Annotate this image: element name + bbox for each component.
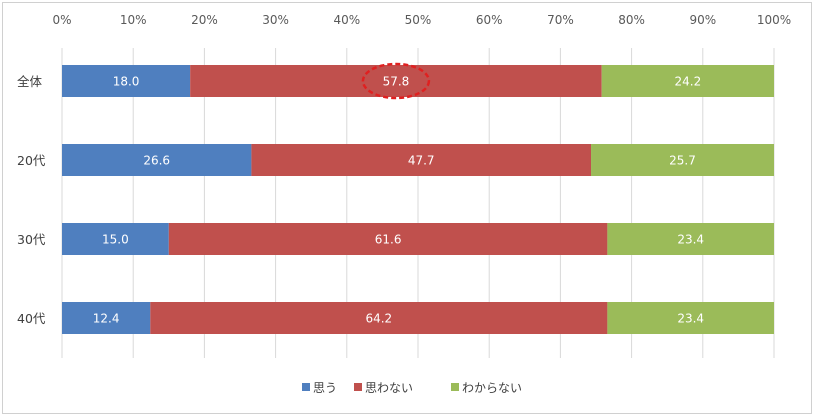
- bar-segment: [591, 144, 774, 176]
- data-label: 26.6: [143, 154, 170, 168]
- data-label: 57.8: [383, 75, 410, 89]
- data-label: 23.4: [677, 312, 704, 326]
- legend: 思う 思わない わからない: [302, 381, 522, 395]
- x-tick-label: 0%: [52, 13, 71, 27]
- x-tick-label: 100%: [757, 13, 791, 27]
- legend-swatch: [354, 383, 362, 391]
- x-tick-label: 50%: [405, 13, 432, 27]
- highlight-annotation: [361, 62, 431, 100]
- x-tick-label: 60%: [476, 13, 503, 27]
- legend-label: 思う: [313, 381, 337, 395]
- category-label: 30代: [17, 232, 46, 247]
- data-label: 12.4: [93, 312, 120, 326]
- bars: [62, 65, 774, 334]
- data-label: 61.6: [375, 233, 402, 247]
- data-labels: 18.0 57.8 24.2 26.6 47.7 25.7 15.0 61.6 23.4 12.4…: [93, 75, 704, 326]
- x-tick-label: 10%: [120, 13, 147, 27]
- data-label: 64.2: [365, 312, 392, 326]
- legend-swatch: [451, 383, 459, 391]
- bar-segment: [607, 223, 774, 255]
- x-tick-label: 40%: [333, 13, 360, 27]
- bar-segment: [168, 223, 608, 255]
- category-label: 全体: [17, 74, 43, 89]
- bar-segment: [150, 302, 608, 334]
- highlight-ellipse: [361, 62, 431, 100]
- bar-segment: [62, 65, 191, 97]
- x-tick-label: 20%: [191, 13, 218, 27]
- category-label: 20代: [17, 153, 46, 168]
- bar-segment: [607, 302, 774, 334]
- legend-swatch: [302, 383, 310, 391]
- bar-segment: [601, 65, 774, 97]
- bar-segment: [62, 302, 151, 334]
- y-axis-categories: 全体 20代 30代 40代: [17, 74, 46, 326]
- bar-segment: [190, 65, 602, 97]
- data-label: 24.2: [674, 75, 701, 89]
- category-label: 40代: [17, 311, 46, 326]
- bar-segment: [62, 144, 252, 176]
- data-label: 25.7: [669, 154, 696, 168]
- x-tick-label: 30%: [262, 13, 289, 27]
- x-axis-ticks: 0% 10% 20% 30% 40% 50% 60% 70% 80% 90% 100%: [52, 13, 791, 27]
- legend-label: わからない: [462, 381, 522, 395]
- bar-segment: [62, 223, 169, 255]
- x-tick-label: 90%: [689, 13, 716, 27]
- bar-segment: [251, 144, 592, 176]
- data-label: 18.0: [113, 75, 140, 89]
- data-label: 47.7: [408, 154, 435, 168]
- data-label: 15.0: [102, 233, 129, 247]
- legend-label: 思わない: [365, 381, 413, 395]
- x-tick-label: 80%: [618, 13, 645, 27]
- data-label: 23.4: [677, 233, 704, 247]
- x-tick-label: 70%: [547, 13, 574, 27]
